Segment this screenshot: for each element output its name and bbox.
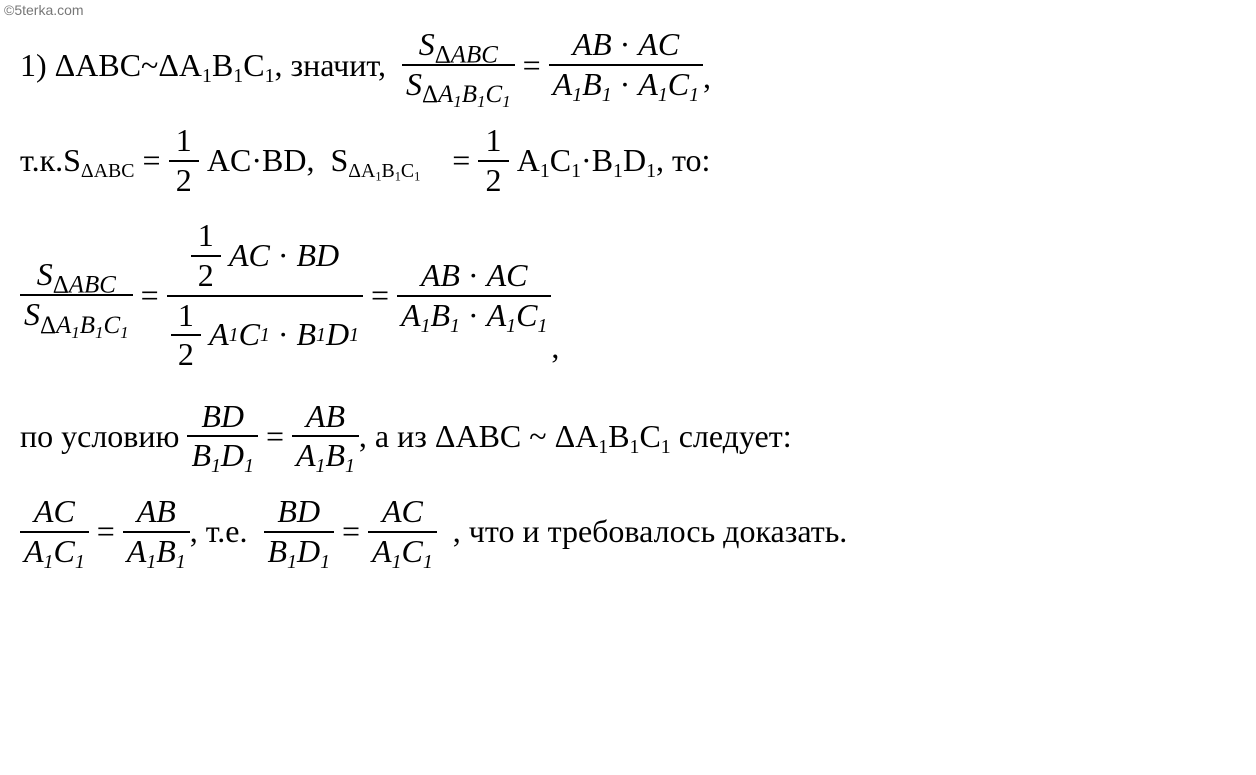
item-number: 1) bbox=[20, 47, 55, 84]
similar-symbol: ~ bbox=[521, 418, 554, 455]
text-qed: , что и требовалось доказать. bbox=[437, 513, 848, 550]
equals-sign: = bbox=[258, 418, 292, 455]
text-te: , т.е. bbox=[190, 513, 264, 550]
bd-over-b1d1: BD B1D1 bbox=[264, 495, 335, 568]
ac-over-a1c1: AC A1C1 bbox=[20, 495, 89, 568]
equals-sign: = bbox=[133, 277, 167, 314]
triangle-abc: ΔABC bbox=[435, 418, 521, 455]
line-5: AC A1C1 = AB A1B1 , т.е. BD B1D1 = AC A1… bbox=[20, 495, 1236, 568]
area-ratio-fraction: SΔABC SΔA1B1C1 bbox=[402, 28, 515, 102]
equals-sign: = bbox=[444, 142, 478, 179]
text-sleduet: следует: bbox=[671, 418, 792, 455]
text-znachit: , значит, bbox=[274, 47, 401, 84]
trailing-comma: , bbox=[551, 329, 559, 372]
sides-product-fraction: AB · AC A1B1 · A1C1 bbox=[397, 259, 551, 332]
sides-product-fraction: AB · AC A1B1 · A1C1 bbox=[549, 28, 703, 101]
text-to: , то: bbox=[656, 142, 710, 179]
trailing-comma: , bbox=[703, 59, 711, 102]
a1c1-b1d1-product: A1C1·B1D1 bbox=[509, 142, 656, 179]
line-1: 1) ΔABC ~ ΔA1B1C1 , значит, SΔABC SΔA1B1… bbox=[20, 28, 1236, 102]
line-3: SΔABC SΔA1B1C1 = 12 AC · BD 12 A1C1 · B1… bbox=[20, 219, 1236, 371]
text-po-usloviyu: по условию bbox=[20, 418, 187, 455]
one-half: 12 bbox=[171, 299, 201, 372]
comma: , bbox=[306, 142, 330, 179]
equals-sign: = bbox=[334, 513, 368, 550]
compound-fraction: 12 AC · BD 12 A1C1 · B1D1 bbox=[167, 219, 363, 371]
ab-over-a1b1: AB A1B1 bbox=[292, 400, 359, 473]
area-abc-symbol: SΔABC bbox=[63, 142, 134, 179]
watermark-text: ©5terka.com bbox=[4, 2, 84, 18]
similar-symbol: ~ bbox=[141, 47, 158, 84]
equals-sign: = bbox=[134, 142, 168, 179]
equals-sign: = bbox=[515, 47, 549, 84]
triangle-abc: ΔABC bbox=[55, 47, 141, 84]
math-proof-document: 1) ΔABC ~ ΔA1B1C1 , значит, SΔABC SΔA1B1… bbox=[0, 0, 1256, 588]
equals-sign: = bbox=[89, 513, 123, 550]
triangle-a1b1c1: ΔA1B1C1 bbox=[158, 47, 274, 84]
text-a-iz: , а из bbox=[359, 418, 435, 455]
line-2: т.к. SΔABC = 12 AC·BD , SΔA1B1C1 = 12 A1… bbox=[20, 124, 1236, 197]
ab-over-a1b1: AB A1B1 bbox=[123, 495, 190, 568]
ac-bd-product: AC·BD bbox=[199, 142, 307, 179]
equals-sign: = bbox=[363, 277, 397, 314]
line-4: по условию BD B1D1 = AB A1B1 , а из ΔABC… bbox=[20, 400, 1236, 473]
area-ratio-fraction: SΔABC SΔA1B1C1 bbox=[20, 258, 133, 332]
one-half: 12 bbox=[169, 124, 199, 197]
ac-over-a1c1: AC A1C1 bbox=[368, 495, 437, 568]
bd-over-b1d1: BD B1D1 bbox=[187, 400, 258, 473]
one-half: 12 bbox=[478, 124, 508, 197]
area-a1b1c1-symbol: SΔA1B1C1 bbox=[330, 142, 420, 179]
one-half: 12 bbox=[191, 219, 221, 292]
text-tk: т.к. bbox=[20, 142, 63, 179]
triangle-a1b1c1: ΔA1B1C1 bbox=[555, 418, 671, 455]
